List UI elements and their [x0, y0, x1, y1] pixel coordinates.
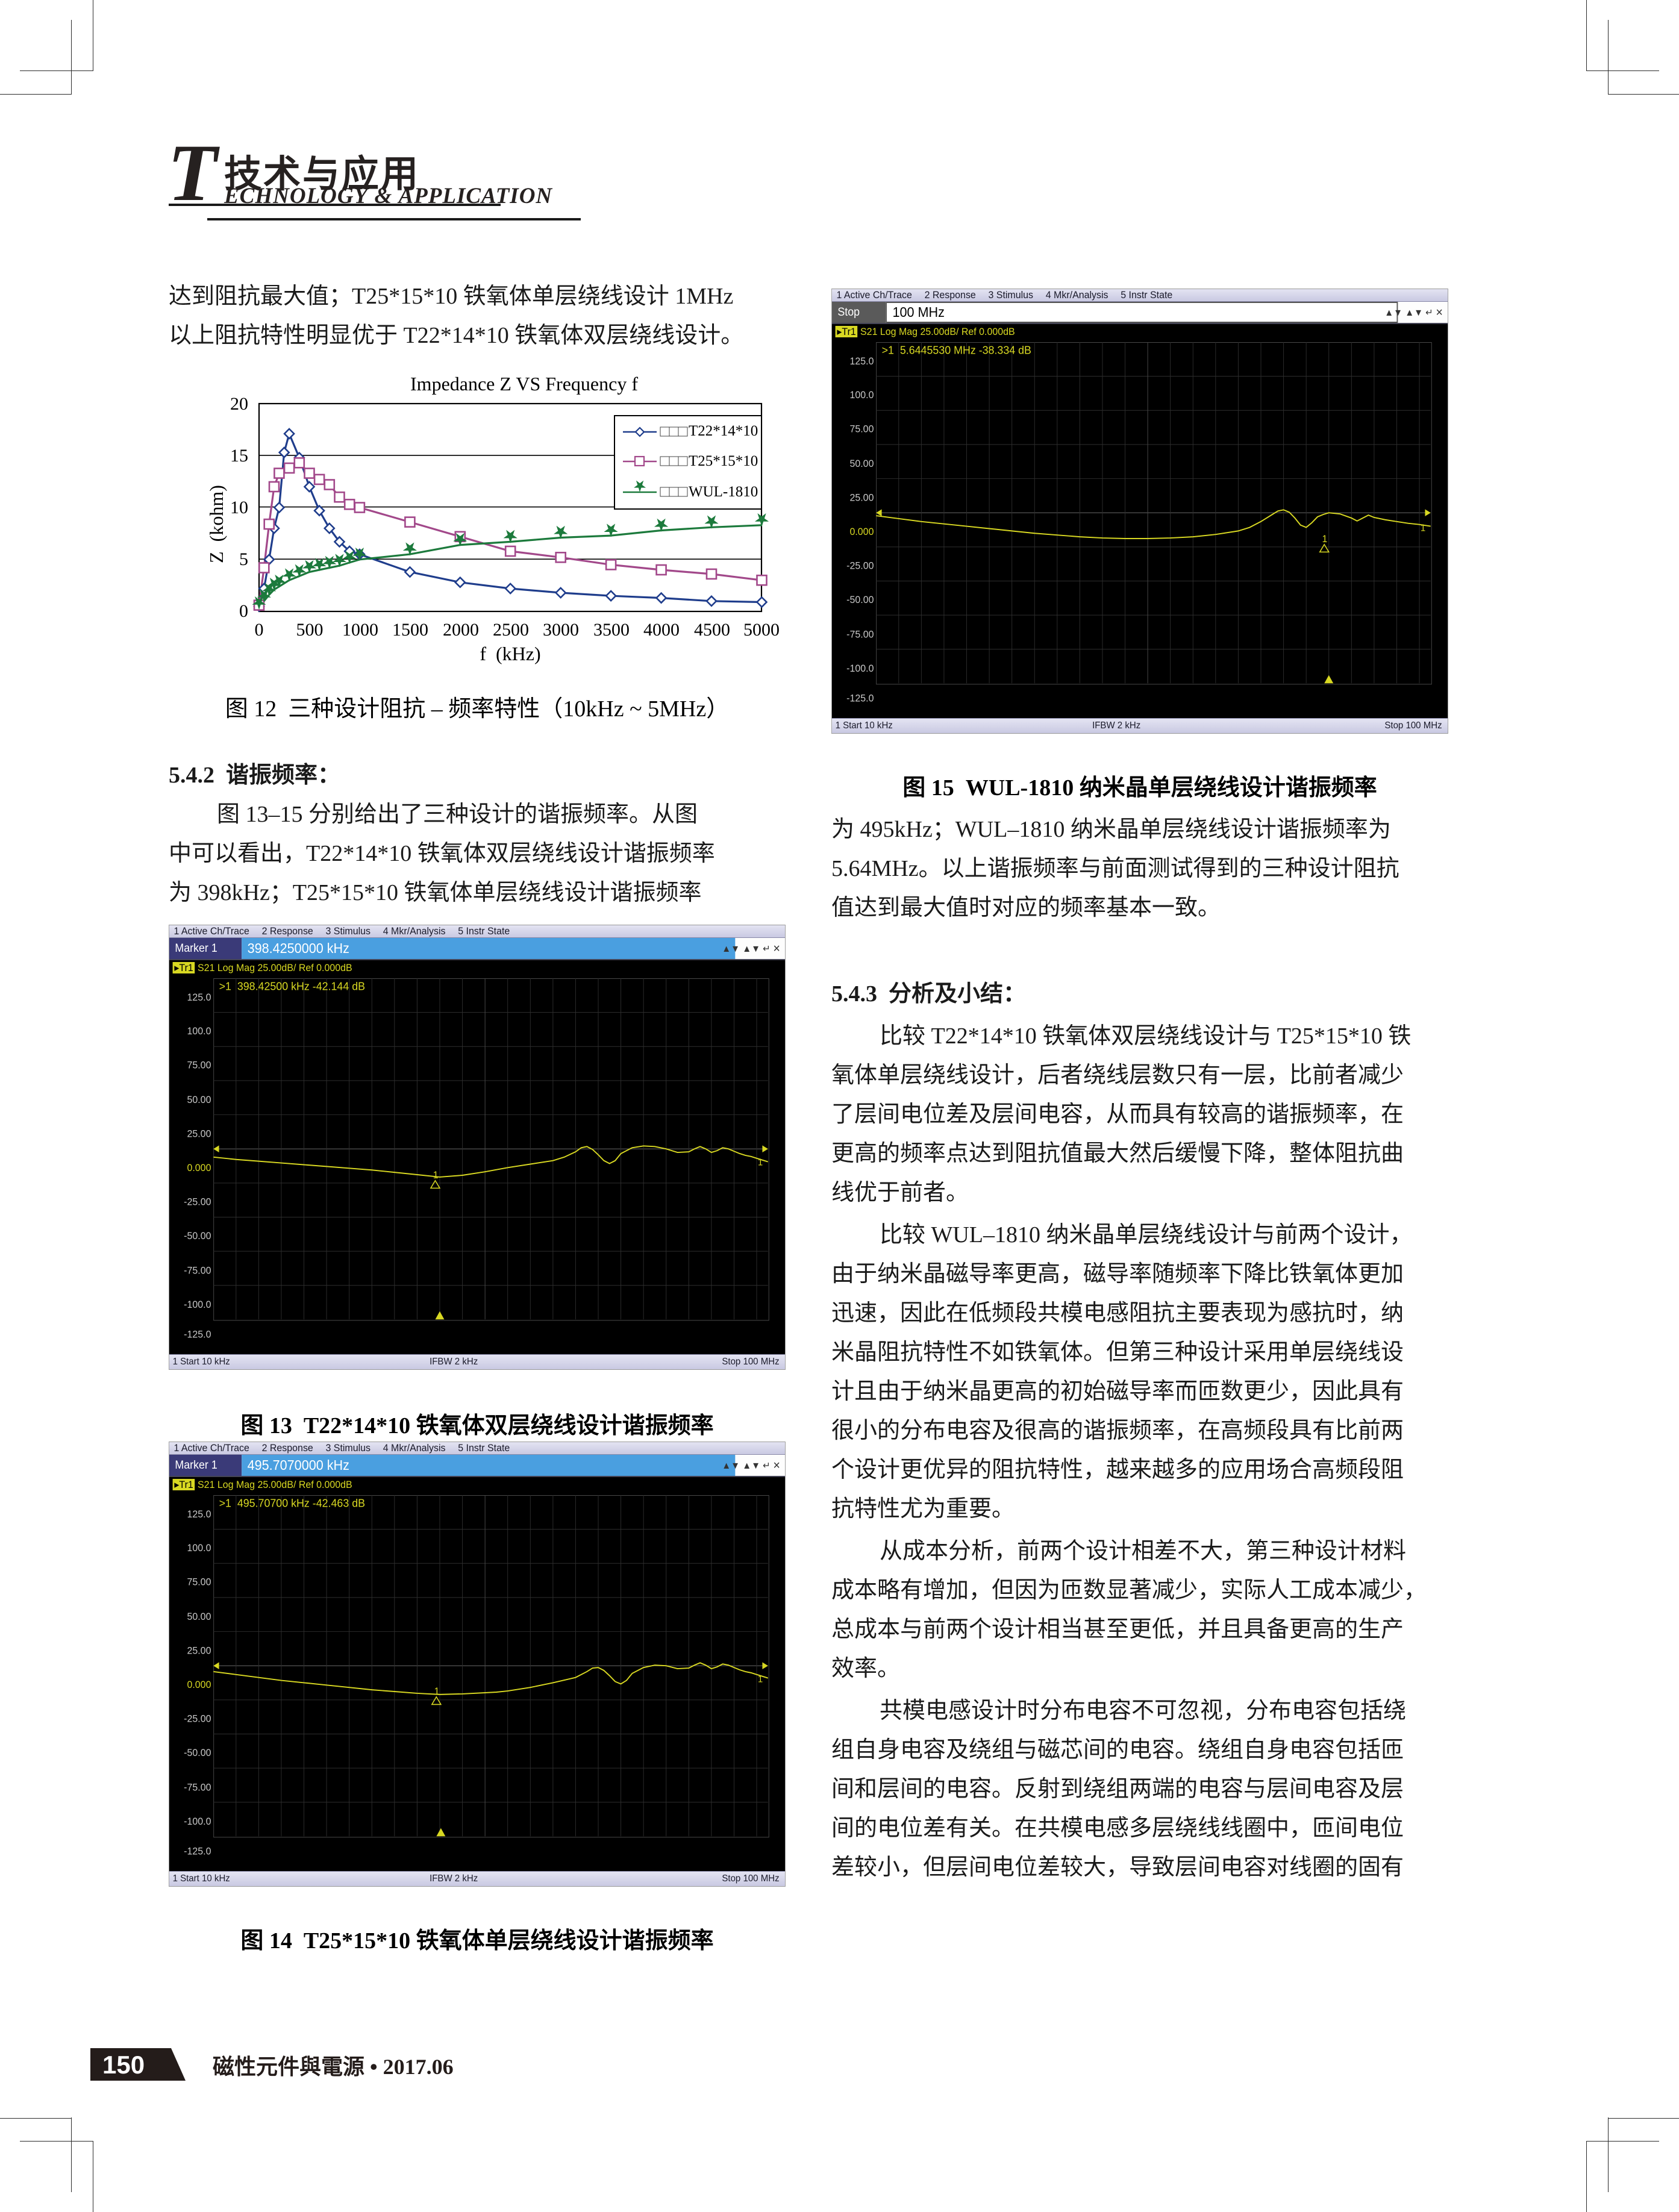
svg-text:4500: 4500 — [694, 620, 730, 640]
svg-text:Z (kohm): Z (kohm) — [205, 485, 227, 563]
svg-text:1: 1 — [1322, 534, 1327, 545]
svg-text:0: 0 — [239, 601, 248, 621]
svg-text:1: 1 — [433, 1170, 439, 1181]
svg-text:>1 5.6445530 MHz -38.334 dB: >1 5.6445530 MHz -38.334 dB — [882, 344, 1031, 356]
svg-text:3000: 3000 — [543, 620, 579, 640]
svg-text:3500: 3500 — [593, 620, 630, 640]
svg-text:1500: 1500 — [392, 620, 428, 640]
svg-text:>1 495.70700 kHz -42.463 dB: >1 495.70700 kHz -42.463 dB — [219, 1497, 365, 1509]
svg-text:10: 10 — [230, 498, 248, 517]
svg-text:1: 1 — [434, 1686, 440, 1697]
svg-text:1: 1 — [758, 1157, 763, 1167]
svg-text:20: 20 — [230, 394, 248, 414]
svg-text:Impedance Z VS Frequency f: Impedance Z VS Frequency f — [410, 373, 638, 395]
svg-text:4000: 4000 — [643, 620, 680, 640]
svg-text:1: 1 — [758, 1674, 763, 1684]
svg-text:T22*14*10: T22*14*10 — [689, 423, 758, 439]
svg-text:>1 398.42500 kHz -42.144 dB: >1 398.42500 kHz -42.144 dB — [219, 980, 365, 992]
svg-text:T25*15*10: T25*15*10 — [689, 453, 758, 469]
svg-text:5: 5 — [239, 549, 248, 569]
svg-text:f (kHz): f (kHz) — [480, 643, 540, 664]
svg-text:15: 15 — [230, 446, 248, 466]
svg-text:1: 1 — [1421, 523, 1425, 533]
svg-text:150: 150 — [102, 2051, 145, 2079]
svg-text:WUL-1810: WUL-1810 — [689, 484, 758, 500]
svg-text:1000: 1000 — [342, 620, 378, 640]
svg-text:2500: 2500 — [493, 620, 529, 640]
svg-text:500: 500 — [296, 620, 324, 640]
svg-text:0: 0 — [255, 620, 264, 640]
svg-text:2000: 2000 — [443, 620, 479, 640]
svg-text:5000: 5000 — [743, 620, 780, 640]
